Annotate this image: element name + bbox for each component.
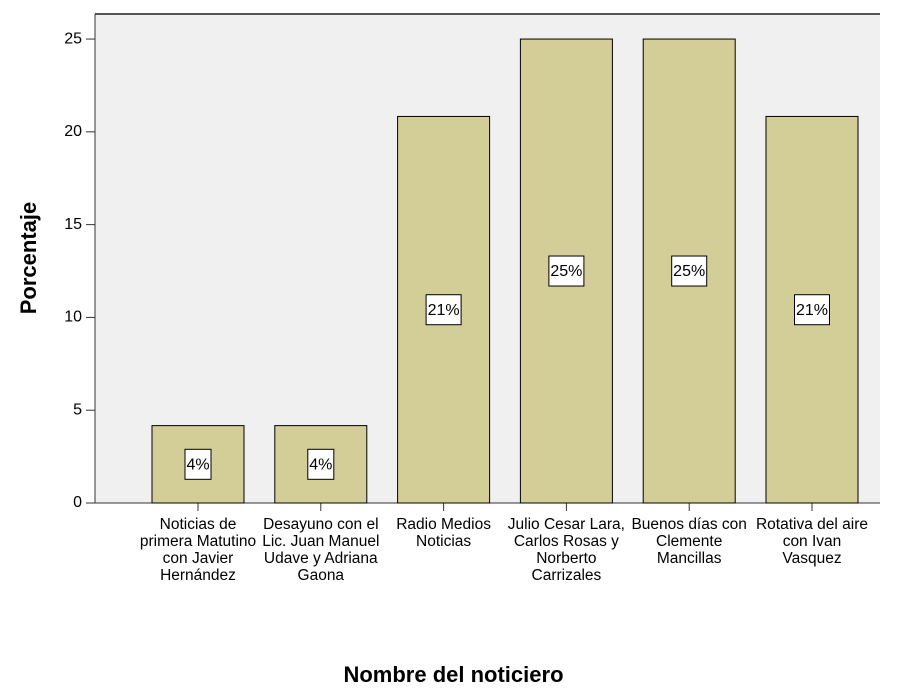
y-tick-label: 5 bbox=[73, 401, 82, 418]
y-axis-title: Porcentaje bbox=[16, 202, 41, 315]
y-tick-label: 0 bbox=[73, 494, 82, 511]
x-tick-label: Radio Medios Noticias bbox=[396, 516, 491, 550]
y-tick-label: 20 bbox=[64, 123, 82, 140]
value-label: 25% bbox=[550, 263, 582, 280]
value-label-box bbox=[307, 448, 335, 480]
x-axis-title: Nombre del noticiero bbox=[343, 662, 564, 687]
value-label-box bbox=[794, 294, 830, 326]
y-tick-label: 25 bbox=[64, 30, 82, 47]
value-label: 21% bbox=[428, 302, 460, 319]
y-tick-label: 10 bbox=[64, 309, 82, 326]
value-label: 21% bbox=[796, 302, 828, 319]
x-tick-label: Buenos días con Clemente Mancillas bbox=[631, 516, 747, 567]
value-label-box bbox=[671, 255, 708, 287]
value-label: 25% bbox=[673, 263, 705, 280]
value-label-box bbox=[548, 255, 585, 287]
y-tick-label: 15 bbox=[64, 216, 82, 233]
x-tick-label: Desayuno con el Lic. Juan Manuel Udave y… bbox=[262, 516, 380, 584]
value-label: 4% bbox=[186, 457, 209, 474]
x-tick-label: Rotativa del aire con Ivan Vasquez bbox=[755, 516, 868, 567]
x-tick-label: Julio Cesar Lara, Carlos Rosas y Norbert… bbox=[507, 516, 625, 584]
x-tick-label: Noticias de primera Matutino con Javier … bbox=[139, 516, 257, 584]
value-label: 4% bbox=[309, 457, 332, 474]
value-label-box bbox=[425, 294, 462, 326]
value-label-box bbox=[184, 448, 212, 480]
